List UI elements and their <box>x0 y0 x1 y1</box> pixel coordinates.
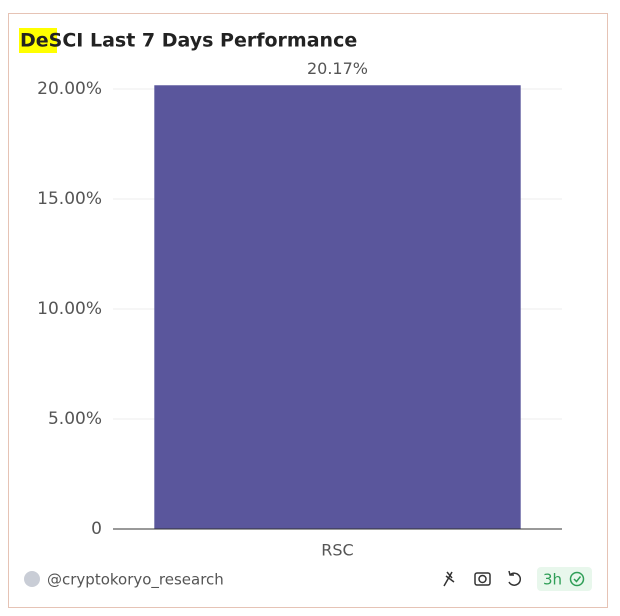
check-mark <box>573 576 582 583</box>
data-label: 20.17% <box>307 59 368 78</box>
age: 3h <box>543 571 562 589</box>
x-tick-label: RSC <box>321 541 353 560</box>
y-tick-label: 10.00% <box>37 299 102 319</box>
search-highlight <box>19 28 57 53</box>
camera-lens <box>478 574 487 584</box>
fork-icon[interactable] <box>443 571 455 587</box>
y-tick-label: 5.00% <box>48 409 102 429</box>
check-icon <box>569 571 585 587</box>
icons <box>443 570 522 587</box>
camera-icon[interactable] <box>474 572 491 586</box>
y-tick-label: 20.00% <box>37 79 102 99</box>
author[interactable]: @cryptokoryo_research <box>47 571 224 590</box>
avatar[interactable] <box>24 571 40 587</box>
y-tick-label: 15.00% <box>37 189 102 209</box>
y-tick-label: 0 <box>91 519 102 539</box>
bar <box>154 85 521 529</box>
refresh-icon[interactable] <box>508 570 522 586</box>
chart-title: DeSCI Last 7 Days Performance <box>20 30 357 52</box>
